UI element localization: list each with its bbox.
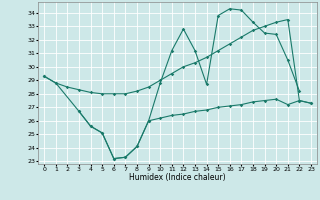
X-axis label: Humidex (Indice chaleur): Humidex (Indice chaleur) — [129, 173, 226, 182]
